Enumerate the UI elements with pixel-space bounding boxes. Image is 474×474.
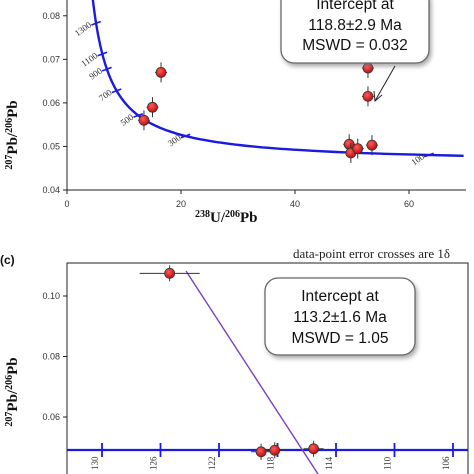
top-concordia-age-label: 500: [119, 112, 136, 128]
top-point-marker: [352, 143, 364, 155]
bottom-intercept-line-3: MSWD = 1.05: [292, 330, 389, 347]
top-concordia-age-label: 1300: [73, 19, 94, 38]
top-point-marker: [147, 101, 158, 113]
top-x-tick-label: 40: [290, 199, 300, 209]
top-points: [137, 58, 378, 163]
top-concordia-tick: [423, 152, 434, 158]
top-x-tick-label: 60: [404, 199, 414, 209]
top-data-point: [146, 97, 159, 118]
top-axes: 0 20 40 60 0.04 0.05 0.06 0.07 0.08: [42, 0, 466, 209]
top-y-tick-label: 0.07: [42, 54, 60, 64]
bottom-concordia-age-label: 106: [441, 456, 451, 470]
top-data-point: [155, 62, 168, 83]
bottom-axes: 0.10 0.08 0.06: [42, 291, 67, 422]
bottom-intercept-line-2: 113.2±1.6 Ma: [293, 309, 387, 326]
top-x-tick-label: 20: [176, 199, 186, 209]
bottom-point-marker: [164, 267, 176, 279]
bottom-intercept-box: [264, 277, 416, 356]
bottom-plot-frame: [66, 262, 469, 474]
top-concordia-tick: [180, 133, 191, 139]
bottom-y-tick-label: 0.10: [42, 291, 60, 301]
bottom-y-tick-label: 0.08: [42, 352, 60, 362]
bottom-y-tick-label: 0.06: [42, 412, 60, 422]
top-concordia-age-label: 700: [97, 87, 114, 103]
top-concordia-tick: [111, 88, 122, 94]
top-data-point: [361, 86, 374, 107]
top-intercept-box: [280, 0, 430, 64]
bottom-intercept-line-1: Intercept at: [301, 288, 379, 305]
top-point-marker: [362, 90, 374, 102]
bottom-data-point: [303, 440, 324, 457]
top-intercept-arrow: [374, 65, 396, 102]
bottom-data-point: [251, 443, 272, 460]
top-y-axis-label: 207Pb/206Pb: [4, 100, 21, 169]
bottom-points: [139, 265, 324, 460]
top-data-point: [361, 58, 374, 79]
top-intercept-line-1: Intercept at: [316, 0, 394, 13]
bottom-concordia-ticks: 130 126 122 118 114 110 106: [90, 443, 454, 471]
panel-label-c: (c): [0, 253, 15, 267]
bottom-concordia-age-label: 130: [90, 456, 100, 470]
top-point-marker: [155, 67, 167, 78]
bottom-panel: (c) data-point error crosses are 1δ 0.10…: [0, 246, 469, 474]
bottom-data-point: [139, 265, 200, 282]
bottom-data-point: [264, 442, 285, 459]
bottom-point-marker: [255, 446, 267, 458]
bottom-concordia-age-label: 126: [149, 456, 159, 470]
bottom-point-marker: [269, 444, 281, 456]
bottom-concordia-age-label: 118: [266, 456, 276, 470]
top-point-marker: [366, 139, 378, 151]
top-concordia-tick: [91, 20, 102, 26]
top-concordia-tick: [101, 66, 112, 72]
bottom-concordia-age-label: 122: [207, 457, 217, 471]
top-data-point: [137, 110, 150, 131]
top-data-point: [351, 138, 364, 159]
top-y-tick-label: 0.06: [42, 98, 60, 108]
bottom-y-axis-label: 207Pb/206Pb: [4, 357, 21, 426]
top-intercept-line-3: MSWD = 0.032: [302, 37, 408, 54]
top-x-axis-label: 238U/206Pb: [195, 209, 258, 226]
top-point-marker: [138, 114, 150, 126]
top-concordia-tick: [97, 51, 108, 57]
bottom-point-marker: [308, 443, 320, 455]
top-concordia-path: [91, 0, 464, 157]
top-y-tick-label: 0.04: [42, 185, 60, 195]
top-intercept-line-2: 118.8±2.9 Ma: [308, 17, 402, 34]
top-intercept-arrowhead: [373, 90, 383, 103]
bottom-concordia-age-label: 110: [383, 456, 393, 470]
top-data-point: [365, 135, 378, 156]
bottom-concordia-age-label: 114: [324, 456, 334, 470]
top-y-tick-label: 0.05: [42, 141, 60, 151]
top-x-tick-label: 0: [64, 199, 69, 209]
top-point-marker: [362, 62, 374, 74]
top-y-tick-label: 0.08: [42, 11, 60, 21]
error-cross-note: data-point error crosses are 1δ: [293, 246, 450, 261]
bottom-regression-line: [185, 270, 319, 474]
top-concordia-tick: [133, 112, 144, 118]
top-concordia-age-label: 900: [87, 65, 104, 81]
